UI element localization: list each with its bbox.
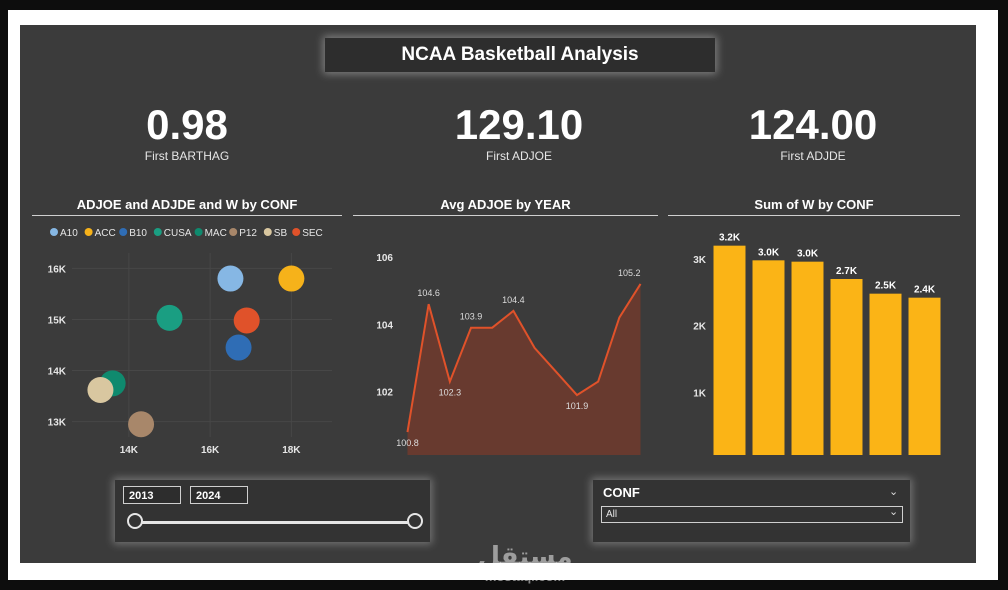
dashboard-title: NCAA Basketball Analysis xyxy=(325,38,715,72)
end-year-input[interactable]: 2024 xyxy=(190,486,248,504)
bar xyxy=(869,293,902,455)
scatter-point xyxy=(217,265,244,292)
bar xyxy=(713,245,746,455)
conf-slicer-label: CONF xyxy=(603,485,640,500)
bar xyxy=(791,261,824,455)
bar xyxy=(908,297,941,455)
area-data-label: 105.2 xyxy=(618,268,641,278)
kpi-value: 129.10 xyxy=(454,101,584,148)
scatter-x-tick-label: 18K xyxy=(282,445,301,455)
year-slider-track[interactable] xyxy=(135,521,417,524)
area-data-label: 102.3 xyxy=(439,388,462,398)
kpi-label: First ADJOE xyxy=(485,149,552,163)
area-chart-title: Avg ADJOE by YEAR xyxy=(440,197,571,212)
year-range-slicer: 2013 2024 xyxy=(115,480,430,542)
scatter-point xyxy=(225,334,252,361)
area-chart: 10010210410620152020100.8104.6102.3103.9… xyxy=(376,253,642,455)
scatter-y-tick-label: 14K xyxy=(48,367,67,378)
bar-data-label: 2.7K xyxy=(836,266,858,277)
scatter-x-tick-label: 14K xyxy=(120,445,139,455)
legend-marker xyxy=(194,228,203,236)
bar-y-tick-label: 3K xyxy=(693,255,707,266)
legend-label: B10 xyxy=(129,228,147,239)
bar-data-label: 2.5K xyxy=(875,281,897,292)
legend-marker xyxy=(153,228,162,236)
legend-label: P12 xyxy=(239,228,257,239)
legend-label: MAC xyxy=(205,228,227,239)
area-data-label: 104.4 xyxy=(502,295,525,305)
bar-data-label: 2.4K xyxy=(914,285,936,296)
scatter-point xyxy=(87,376,114,403)
area-y-tick-label: 102 xyxy=(376,388,393,399)
scatter-y-tick-label: 13K xyxy=(48,418,67,429)
area-data-label: 100.8 xyxy=(396,438,419,448)
watermark-url: mostaqi.com xyxy=(484,569,566,584)
kpi-card-adjoe: 129.10 First ADJOE xyxy=(389,101,649,164)
area-data-label: 101.9 xyxy=(566,401,589,411)
legend-marker xyxy=(263,228,272,236)
legend-marker xyxy=(50,228,58,236)
chevron-down-icon[interactable]: ⌄ xyxy=(889,506,899,518)
scatter-point xyxy=(233,307,260,334)
legend-label: CUSA xyxy=(164,228,192,239)
legend-marker xyxy=(119,228,128,236)
year-slider-start-handle[interactable] xyxy=(127,513,143,529)
bar-chart: 0K1K2K3K3.2KACC3.0KB103.0KSEC2.7KA102.5K… xyxy=(693,233,941,455)
legend-marker xyxy=(292,228,301,236)
area-data-label: 104.6 xyxy=(417,288,440,298)
bar-chart-title: Sum of W by CONF xyxy=(754,197,874,212)
bar-y-tick-label: 1K xyxy=(693,388,707,399)
bar-data-label: 3.0K xyxy=(797,249,819,260)
area-fill xyxy=(407,283,641,455)
chevron-down-icon[interactable]: ⌄ xyxy=(889,486,899,498)
area-y-tick-label: 104 xyxy=(376,320,393,331)
kpi-label: First BARTHAG xyxy=(144,149,230,163)
legend-marker xyxy=(229,228,238,236)
scatter-x-tick-label: 16K xyxy=(201,445,220,455)
area-y-tick-label: 106 xyxy=(376,253,393,264)
bar xyxy=(830,279,863,455)
kpi-card-adjde: 124.00 First ADJDE xyxy=(683,101,943,164)
kpi-label: First ADJDE xyxy=(780,149,846,163)
area-series-line xyxy=(406,283,642,433)
bar-data-label: 3.0K xyxy=(758,247,780,258)
year-slider-end-handle[interactable] xyxy=(407,513,423,529)
scatter-point xyxy=(128,411,155,438)
legend-label: SEC xyxy=(302,228,323,239)
bar-title-rule xyxy=(668,215,960,216)
bar xyxy=(752,260,785,455)
bar-y-tick-label: 2K xyxy=(693,322,707,333)
kpi-card-barthag: 0.98 First BARTHAG xyxy=(57,101,317,164)
legend-label: ACC xyxy=(95,228,116,239)
legend-label: A10 xyxy=(60,228,78,239)
legend-marker xyxy=(84,228,93,236)
watermark-logo: مستقل mostaqi.com xyxy=(460,543,590,584)
conf-slicer: CONF ⌄ All ⌄ xyxy=(593,480,910,542)
conf-dropdown-value: All xyxy=(606,509,618,520)
kpi-value: 0.98 xyxy=(146,101,228,148)
scatter-chart: A10 ACC B10 CUSA MAC P12 SB SEC 16K 15K 14K 13K 14K 1… xyxy=(48,228,332,455)
watermark-arabic: مستقل xyxy=(477,541,573,571)
scatter-title-rule xyxy=(32,215,342,216)
area-title-rule xyxy=(353,215,658,216)
dashboard-canvas: NCAA Basketball Analysis 0.98 First BART… xyxy=(20,25,976,584)
conf-dropdown[interactable]: All ⌄ xyxy=(601,506,903,523)
scatter-point xyxy=(156,304,183,331)
legend-label: SB xyxy=(274,228,288,239)
kpi-value: 124.00 xyxy=(748,101,878,148)
scatter-y-tick-label: 15K xyxy=(48,315,67,326)
start-year-input[interactable]: 2013 xyxy=(123,486,181,504)
scatter-y-tick-label: 16K xyxy=(48,264,67,275)
area-data-label: 103.9 xyxy=(460,312,483,322)
bar-data-label: 3.2K xyxy=(719,233,741,244)
scatter-point xyxy=(278,265,305,292)
scatter-chart-title: ADJOE and ADJDE and W by CONF xyxy=(76,197,298,212)
